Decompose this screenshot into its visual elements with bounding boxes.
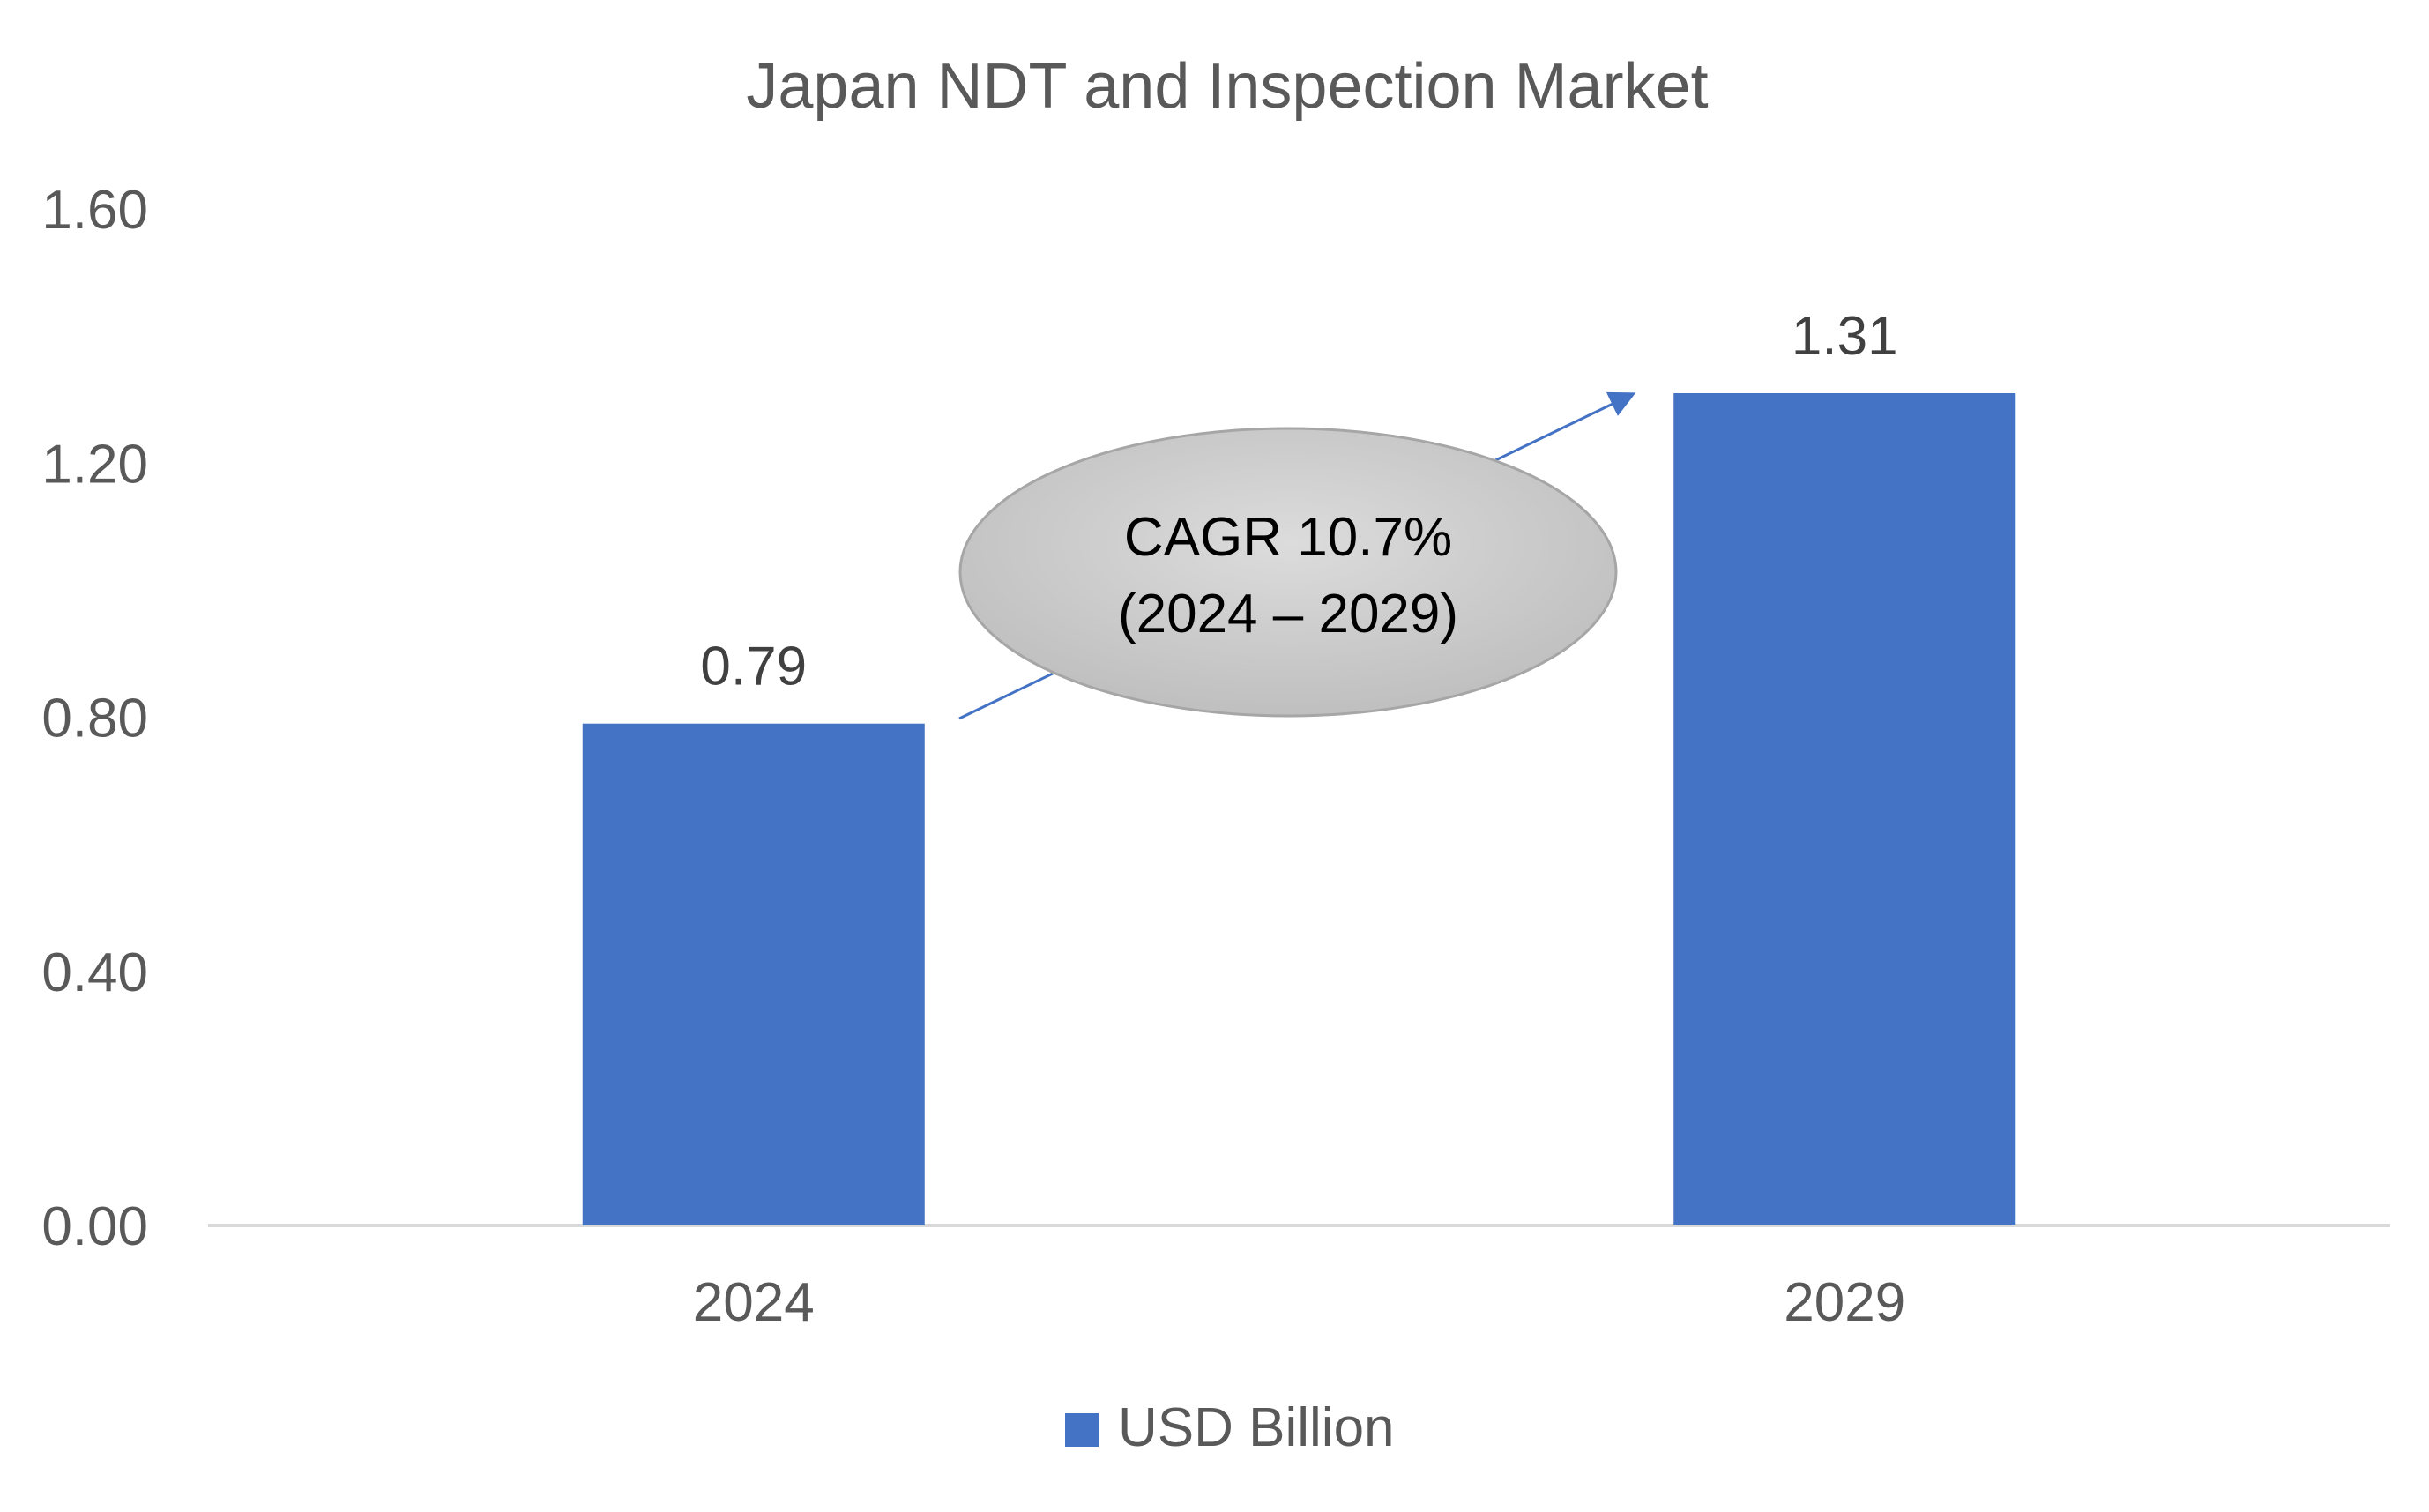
x-tick-label-2024: 2024	[693, 1272, 815, 1333]
cagr-ellipse	[958, 427, 1618, 718]
y-tick-label: 0.40	[41, 942, 148, 1003]
chart-title: Japan NDT and Inspection Market	[746, 51, 1708, 122]
legend: USD Billion	[1065, 1397, 1395, 1458]
data-label-2024: 0.79	[700, 637, 807, 697]
y-tick-label: 1.20	[41, 434, 148, 495]
cagr-label-line1: CAGR 10.7%	[1124, 507, 1452, 568]
y-axis-tick-labels: 0.00 0.40 0.80 1.20 1.60	[41, 180, 148, 1257]
cagr-label-line2: (2024 – 2029)	[1118, 584, 1458, 644]
bars	[582, 392, 2016, 1225]
y-tick-label: 1.60	[41, 180, 148, 241]
legend-swatch	[1065, 1413, 1099, 1447]
x-axis-tick-labels: 2024 2029	[693, 1272, 1905, 1333]
data-labels: 0.79 1.31	[700, 306, 1897, 697]
y-tick-label: 0.00	[41, 1196, 148, 1257]
x-tick-label-2029: 2029	[1784, 1272, 1905, 1333]
y-tick-label: 0.80	[41, 689, 148, 749]
bar-2029	[1673, 392, 2016, 1225]
data-label-2029: 1.31	[1792, 306, 1898, 367]
legend-label: USD Billion	[1118, 1397, 1395, 1458]
cagr-annotation: CAGR 10.7% (2024 – 2029)	[958, 391, 1636, 720]
bar-2024	[582, 723, 925, 1225]
